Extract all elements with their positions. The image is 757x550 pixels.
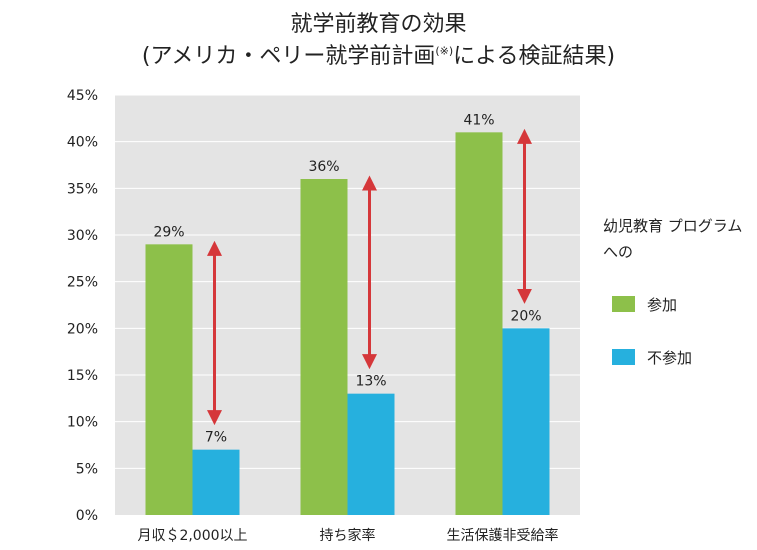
data-label: 13% xyxy=(355,374,386,390)
data-label: 20% xyxy=(510,308,541,324)
x-category-label: 月収＄2,000以上 xyxy=(137,528,247,544)
y-tick-label: 20% xyxy=(67,321,98,337)
y-tick-label: 30% xyxy=(67,228,98,244)
legend-title: 幼児教育 プログラムへの xyxy=(603,217,743,261)
chart-title: 就学前教育の効果 xyxy=(290,12,467,37)
chart-subtitle: (アメリカ・ペリー就学前計画(※)による検証結果) xyxy=(141,44,616,69)
y-tick-label: 0% xyxy=(76,508,98,524)
y-tick-label: 15% xyxy=(67,368,98,384)
bar-participated xyxy=(145,244,193,516)
legend-item-not-participated: 不参加 xyxy=(612,347,692,367)
legend-swatch-not-participated xyxy=(612,349,635,365)
y-tick-label: 45% xyxy=(67,88,98,104)
x-category-label: 持ち家率 xyxy=(320,527,376,544)
y-tick-label: 35% xyxy=(67,181,98,197)
bar-not-participated xyxy=(502,328,550,515)
data-label: 41% xyxy=(463,112,494,128)
y-tick-label: 10% xyxy=(67,415,98,431)
legend-label-not-participated: 不参加 xyxy=(647,348,693,367)
bar-not-participated xyxy=(192,449,240,515)
x-category-label: 生活保護非受給率 xyxy=(447,527,559,544)
title-note: (※) xyxy=(435,44,454,58)
legend-label-participated: 参加 xyxy=(647,295,678,314)
y-tick-label: 5% xyxy=(76,461,98,477)
bar-participated xyxy=(300,179,348,515)
bar-not-participated xyxy=(347,393,395,515)
data-label: 7% xyxy=(205,430,227,446)
data-label: 29% xyxy=(153,224,184,240)
bar-participated xyxy=(455,132,503,516)
legend-item-participated: 参加 xyxy=(612,294,677,314)
data-label: 36% xyxy=(308,159,339,175)
y-tick-label: 25% xyxy=(67,275,98,291)
y-tick-label: 40% xyxy=(67,135,98,151)
legend-swatch-participated xyxy=(612,296,635,312)
